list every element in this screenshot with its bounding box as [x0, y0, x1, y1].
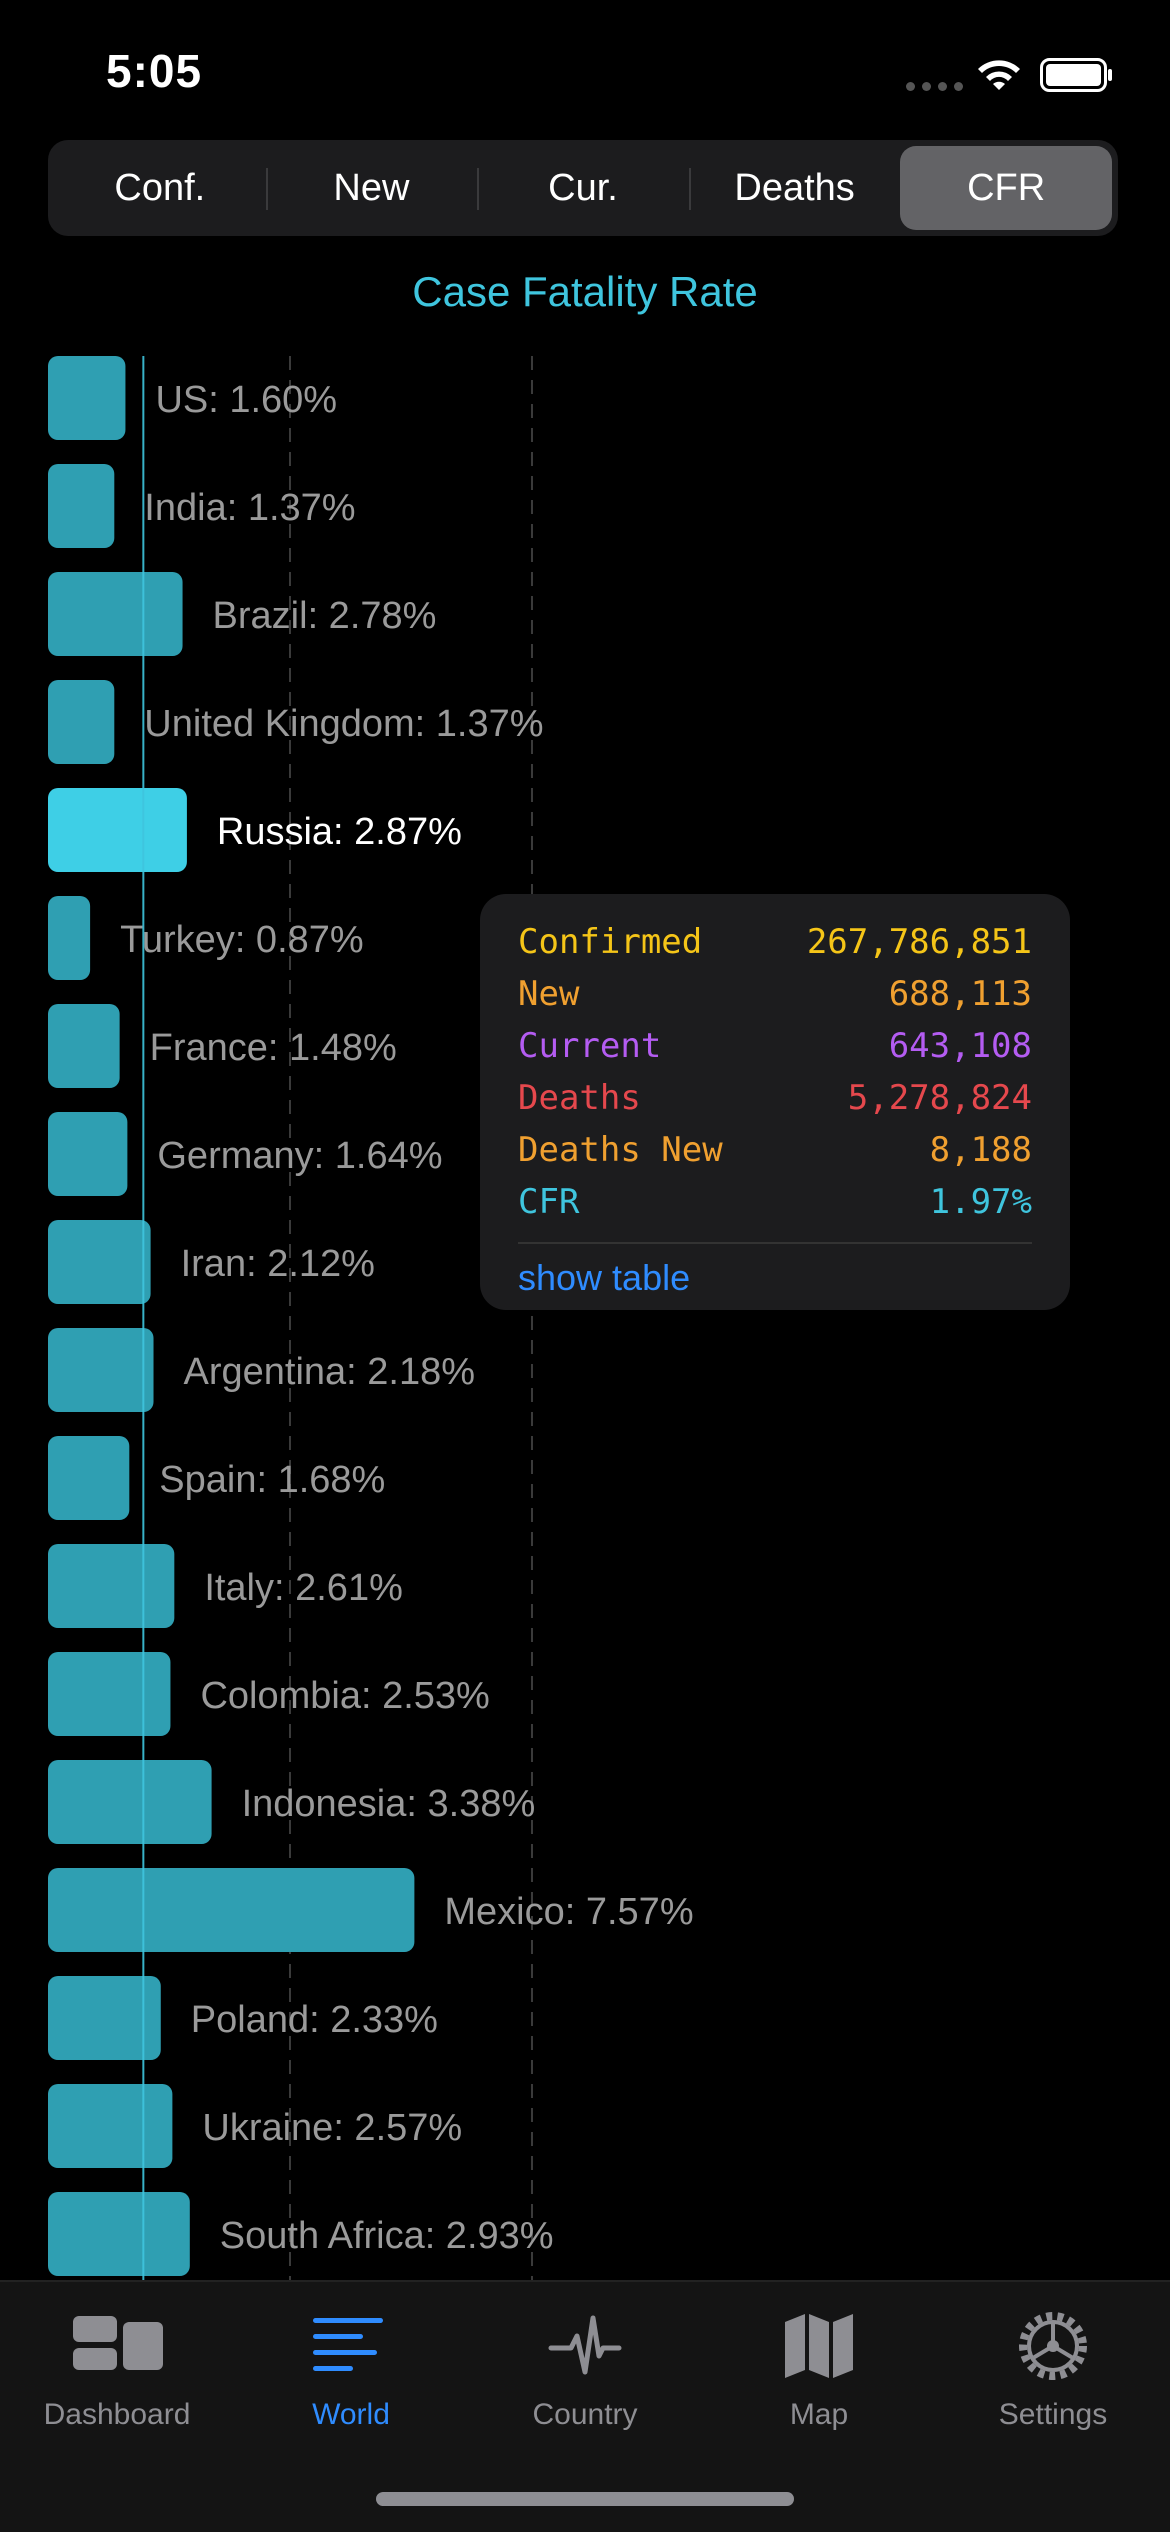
bar-label: United Kingdom: 1.37% — [144, 703, 543, 745]
tooltip-row: Deaths 5,278,824 — [518, 1072, 1032, 1124]
bar — [48, 1112, 128, 1196]
cellular-signal-icon — [906, 82, 963, 91]
battery-icon — [1040, 58, 1112, 92]
bar — [48, 464, 115, 548]
tooltip-row: New 688,113 — [518, 968, 1032, 1020]
gear-icon — [1019, 2312, 1087, 2380]
tab-label: Map — [789, 2398, 849, 2431]
tooltip-row-label: CFR — [518, 1182, 580, 1222]
tooltip-row: CFR 1.97% — [518, 1176, 1032, 1228]
tooltip-row-label: Deaths — [518, 1078, 641, 1118]
bar-label: Turkey: 0.87% — [120, 919, 364, 961]
bar-label: Poland: 2.33% — [191, 1999, 438, 2041]
bar-label: France: 1.48% — [150, 1027, 397, 1069]
bar — [48, 356, 126, 440]
tooltip-row: Current 643,108 — [518, 1020, 1032, 1072]
bar — [48, 1004, 120, 1088]
tooltip-row-value: 688,113 — [888, 974, 1032, 1014]
bar — [48, 1652, 171, 1736]
bar — [48, 2192, 190, 2276]
bar-label: Iran: 2.12% — [181, 1243, 375, 1285]
dashboard-icon — [73, 2316, 163, 2370]
bar-label: Argentina: 2.18% — [184, 1351, 476, 1393]
cfr-bar-chart: US: 1.60% India: 1.37% Brazil: 2.78% United… — [48, 356, 694, 2280]
pulse-icon — [548, 2315, 622, 2375]
bar-label: Spain: 1.68% — [159, 1459, 385, 1501]
tooltip-row-label: New — [518, 974, 580, 1014]
bar-label: India: 1.37% — [144, 487, 355, 529]
world-summary-tooltip: Confirmed 267,786,851 New 688,113 Current 643… — [480, 894, 1070, 1310]
tooltip-row-value: 5,278,824 — [847, 1078, 1032, 1118]
tooltip-divider — [518, 1242, 1032, 1244]
bar — [48, 1976, 161, 2060]
bar — [48, 1328, 154, 1412]
bar — [48, 1436, 130, 1520]
bar — [48, 572, 183, 656]
tab-dashboard[interactable]: Dashboard — [0, 2306, 234, 2456]
tooltip-row-label: Deaths New — [518, 1130, 723, 1170]
tab-label: Country — [532, 2398, 638, 2431]
segment-current[interactable]: Cur. — [477, 146, 689, 230]
tooltip-row-label: Confirmed — [518, 922, 703, 962]
bar-label: US: 1.60% — [155, 379, 337, 421]
bar-label: Italy: 2.61% — [204, 1567, 403, 1609]
tab-world[interactable]: World — [234, 2306, 468, 2456]
metric-segmented-control: Conf. New Cur. Deaths CFR — [48, 140, 1118, 236]
bar — [48, 1544, 175, 1628]
bar — [48, 1760, 212, 1844]
tooltip-row: Deaths New 8,188 — [518, 1124, 1032, 1176]
bar-label: Ukraine: 2.57% — [202, 2107, 462, 2149]
tab-map[interactable]: Map — [702, 2306, 936, 2456]
map-icon — [785, 2314, 853, 2378]
bar-label: Mexico: 7.57% — [444, 1891, 693, 1933]
status-time: 5:05 — [106, 45, 203, 97]
bar — [48, 896, 91, 980]
chart-title: Case Fatality Rate — [412, 268, 758, 315]
bar — [48, 788, 187, 872]
tab-settings[interactable]: Settings — [936, 2306, 1170, 2456]
tab-bar: Dashboard World Country Map — [0, 2280, 1170, 2532]
tooltip-row-value: 8,188 — [929, 1130, 1032, 1170]
tab-label: Settings — [998, 2398, 1108, 2431]
bar-label: Brazil: 2.78% — [213, 595, 437, 637]
tooltip-row-value: 643,108 — [888, 1026, 1032, 1066]
tooltip-row-label: Current — [518, 1026, 662, 1066]
bar-label: Indonesia: 3.38% — [242, 1783, 536, 1825]
bar — [48, 1220, 151, 1304]
bar-label: Russia: 2.87% — [217, 811, 462, 853]
tooltip-row-value: 267,786,851 — [806, 922, 1032, 962]
show-table-link[interactable]: show table — [518, 1257, 691, 1298]
segment-cfr[interactable]: CFR — [900, 146, 1112, 230]
bar — [48, 2084, 173, 2168]
tab-label: World — [312, 2398, 390, 2431]
bar — [48, 680, 115, 764]
bar-label: South Africa: 2.93% — [220, 2215, 554, 2257]
home-indicator — [376, 2492, 794, 2506]
bar — [48, 1868, 415, 1952]
bar-label: Colombia: 2.53% — [200, 1675, 489, 1717]
tab-country[interactable]: Country — [468, 2306, 702, 2456]
segment-confirmed[interactable]: Conf. — [114, 166, 206, 209]
tooltip-row: Confirmed 267,786,851 — [518, 916, 1032, 968]
list-icon — [313, 2318, 383, 2371]
wifi-icon — [978, 60, 1020, 90]
tab-label: Dashboard — [43, 2398, 191, 2431]
tooltip-row-value: 1.97% — [929, 1182, 1032, 1222]
segment-deaths[interactable]: Deaths — [688, 146, 901, 230]
segment-new[interactable]: New — [265, 146, 478, 230]
bar-label: Germany: 1.64% — [157, 1135, 442, 1177]
